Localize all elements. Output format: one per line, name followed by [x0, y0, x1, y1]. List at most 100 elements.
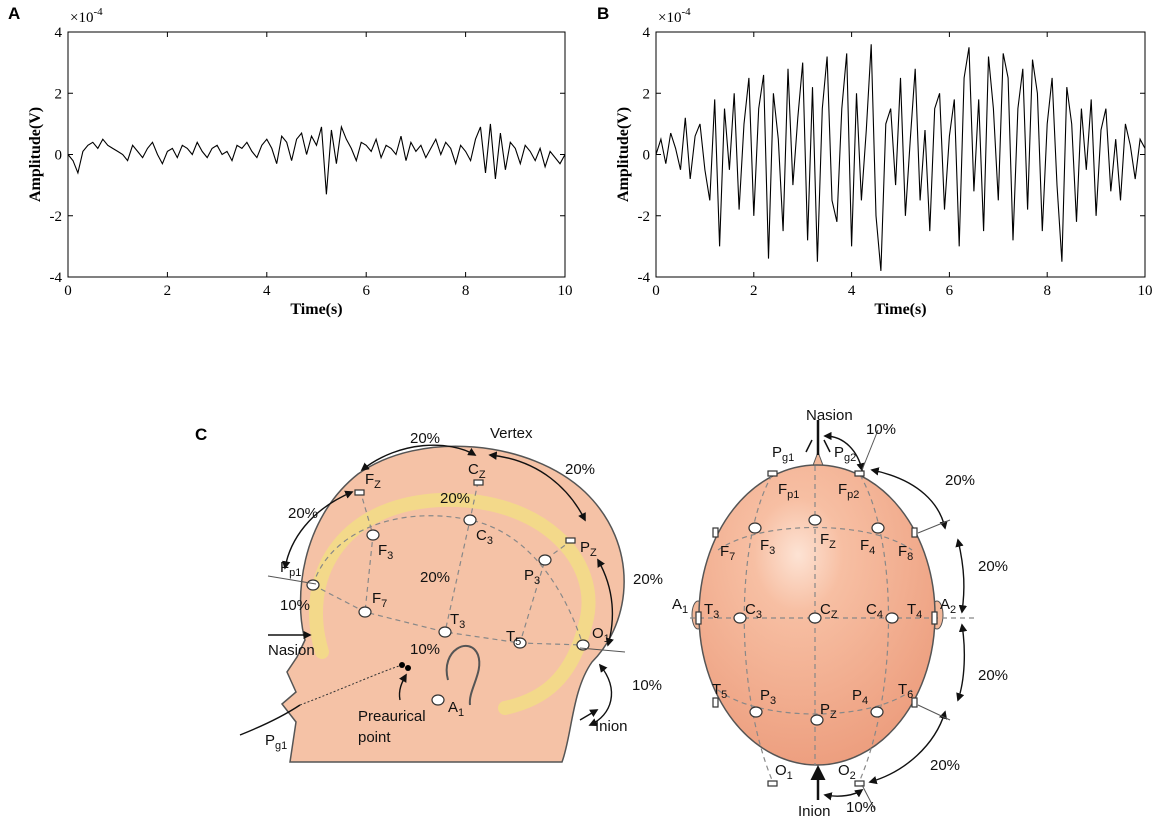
x-tick-label: 6	[946, 283, 954, 299]
diagram-label: 10%	[410, 641, 440, 658]
diagram-label: 20%	[440, 490, 470, 507]
x-tick-label: 4	[263, 283, 271, 299]
label-text: 20%	[978, 667, 1008, 684]
label-text: F	[720, 543, 729, 560]
label-text: 20%	[420, 569, 450, 586]
x-tick-label: 8	[462, 283, 470, 299]
y-tick-label: -4	[50, 270, 63, 286]
y-tick-label: 4	[55, 25, 63, 41]
label-text: 20%	[930, 757, 960, 774]
diagram-label: 20%	[420, 569, 450, 586]
diagram-label: 20%	[288, 505, 318, 522]
label-text: F	[820, 531, 829, 548]
diagram-label: CZ	[468, 461, 486, 481]
label-subscript: 2	[950, 604, 956, 616]
x-tick-label: 2	[164, 283, 172, 299]
label-subscript: 4	[862, 695, 868, 707]
label-text: P	[834, 444, 844, 461]
label-subscript: 2	[850, 770, 856, 782]
label-text: F	[838, 481, 847, 498]
label-text: C	[476, 527, 487, 544]
diagram-label: Fp1	[280, 559, 301, 579]
label-subscript: g1	[782, 452, 794, 464]
label-text: A	[940, 596, 950, 613]
diagram-label: Inion	[595, 718, 628, 735]
diagram-label: 20%	[410, 430, 440, 447]
diagram-label: Nasion	[268, 642, 315, 659]
signal-line	[67, 123, 566, 195]
label-text: F	[280, 559, 289, 576]
label-text: 20%	[288, 505, 318, 522]
label-subscript: g1	[275, 740, 287, 752]
diagram-label: Vertex	[490, 425, 533, 442]
label-subscript: 6	[907, 689, 913, 701]
label-subscript: p2	[847, 489, 859, 501]
label-subscript: 3	[756, 609, 762, 621]
label-subscript: 1	[604, 633, 610, 645]
label-text: C	[468, 461, 479, 478]
label-text: F	[860, 537, 869, 554]
label-text: 20%	[565, 461, 595, 478]
diagram-label: T5	[712, 681, 727, 701]
plot-frame	[67, 31, 566, 278]
label-subscript: 8	[907, 551, 913, 563]
label-text: Inion	[798, 803, 831, 820]
label-text: F	[898, 543, 907, 560]
y-multiplier-base: ×10	[658, 10, 681, 26]
label-text: P	[820, 701, 830, 718]
label-text: T	[506, 628, 515, 645]
diagram-label: 10%	[632, 677, 662, 694]
label-text: P	[580, 539, 590, 556]
panel-label: B	[597, 4, 609, 23]
label-subscript: 3	[459, 619, 465, 631]
label-subscript: Z	[479, 469, 486, 481]
x-tick-label: 10	[1138, 283, 1153, 299]
label-text: 20%	[440, 490, 470, 507]
label-subscript: Z	[831, 609, 838, 621]
label-text: C	[820, 601, 831, 618]
diagram-label: 10%	[280, 597, 310, 614]
label-text: Nasion	[806, 407, 853, 424]
label-text: 20%	[945, 472, 975, 489]
label-subscript: Z	[374, 479, 381, 491]
y-tick-label: -4	[638, 270, 651, 286]
label-subscript: Z	[830, 709, 837, 721]
diagram-label: FZ	[820, 531, 836, 551]
panel-label: A	[8, 4, 20, 23]
plot-frame	[655, 31, 1146, 278]
label-subscript: 3	[770, 695, 776, 707]
label-text: 20%	[633, 571, 663, 588]
label-subscript: p1	[787, 489, 799, 501]
label-subscript: 4	[869, 545, 875, 557]
diagram-label: T3	[450, 611, 465, 631]
label-text: 20%	[978, 558, 1008, 575]
diagram-label: F4	[860, 537, 875, 557]
label-text: P	[524, 567, 534, 584]
x-tick-label: 6	[362, 283, 370, 299]
x-tick-label: 0	[64, 283, 72, 299]
label-subscript: 3	[387, 550, 393, 562]
label-text: T	[450, 611, 459, 628]
label-text: Inion	[595, 718, 628, 735]
diagram-label: Pg1	[772, 444, 794, 464]
diagram-label: 10%	[866, 421, 896, 438]
diagram-label: T4	[907, 601, 922, 621]
y-axis-label: Amplitude(V)	[615, 107, 632, 202]
diagram-label: Pg2	[834, 444, 856, 464]
label-text: 10%	[632, 677, 662, 694]
x-tick-label: 4	[848, 283, 856, 299]
label-subscript: 4	[877, 609, 883, 621]
label-subscript: 1	[458, 707, 464, 719]
diagram-label: PZ	[820, 701, 837, 721]
label-text: 10%	[846, 799, 876, 816]
label-text: T	[704, 601, 713, 618]
label-text: P	[852, 687, 862, 704]
diagram-label: Preaurical	[358, 708, 426, 725]
diagram-label: C4	[866, 601, 883, 621]
diagram-label: 20%	[945, 472, 975, 489]
label-text: 10%	[410, 641, 440, 658]
diagram-label: O1	[592, 625, 610, 645]
diagram-label: F7	[372, 590, 387, 610]
diagram-label: F7	[720, 543, 735, 563]
label-text: F	[365, 471, 374, 488]
